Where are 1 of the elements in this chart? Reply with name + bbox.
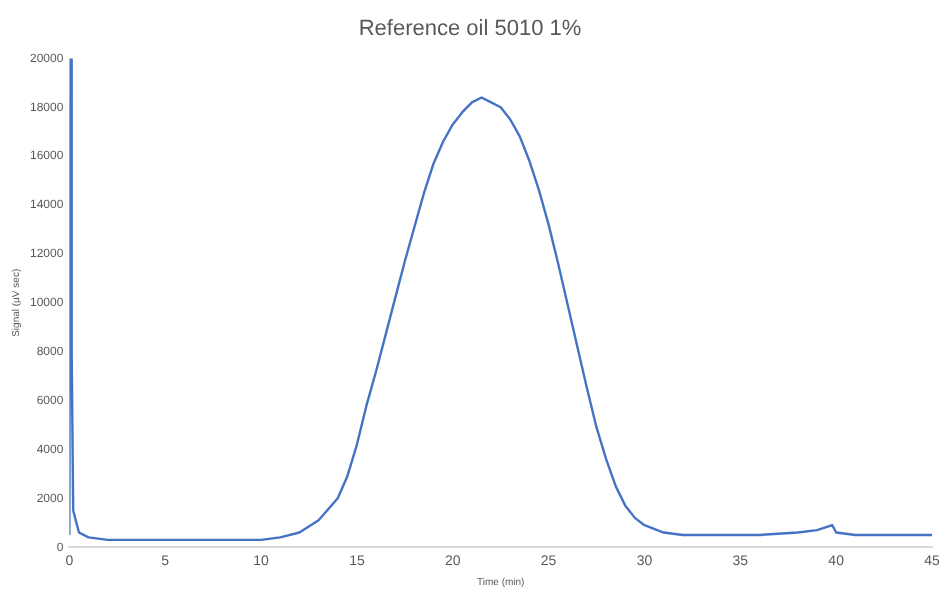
chart-title: Reference oil 5010 1% [358, 17, 582, 42]
